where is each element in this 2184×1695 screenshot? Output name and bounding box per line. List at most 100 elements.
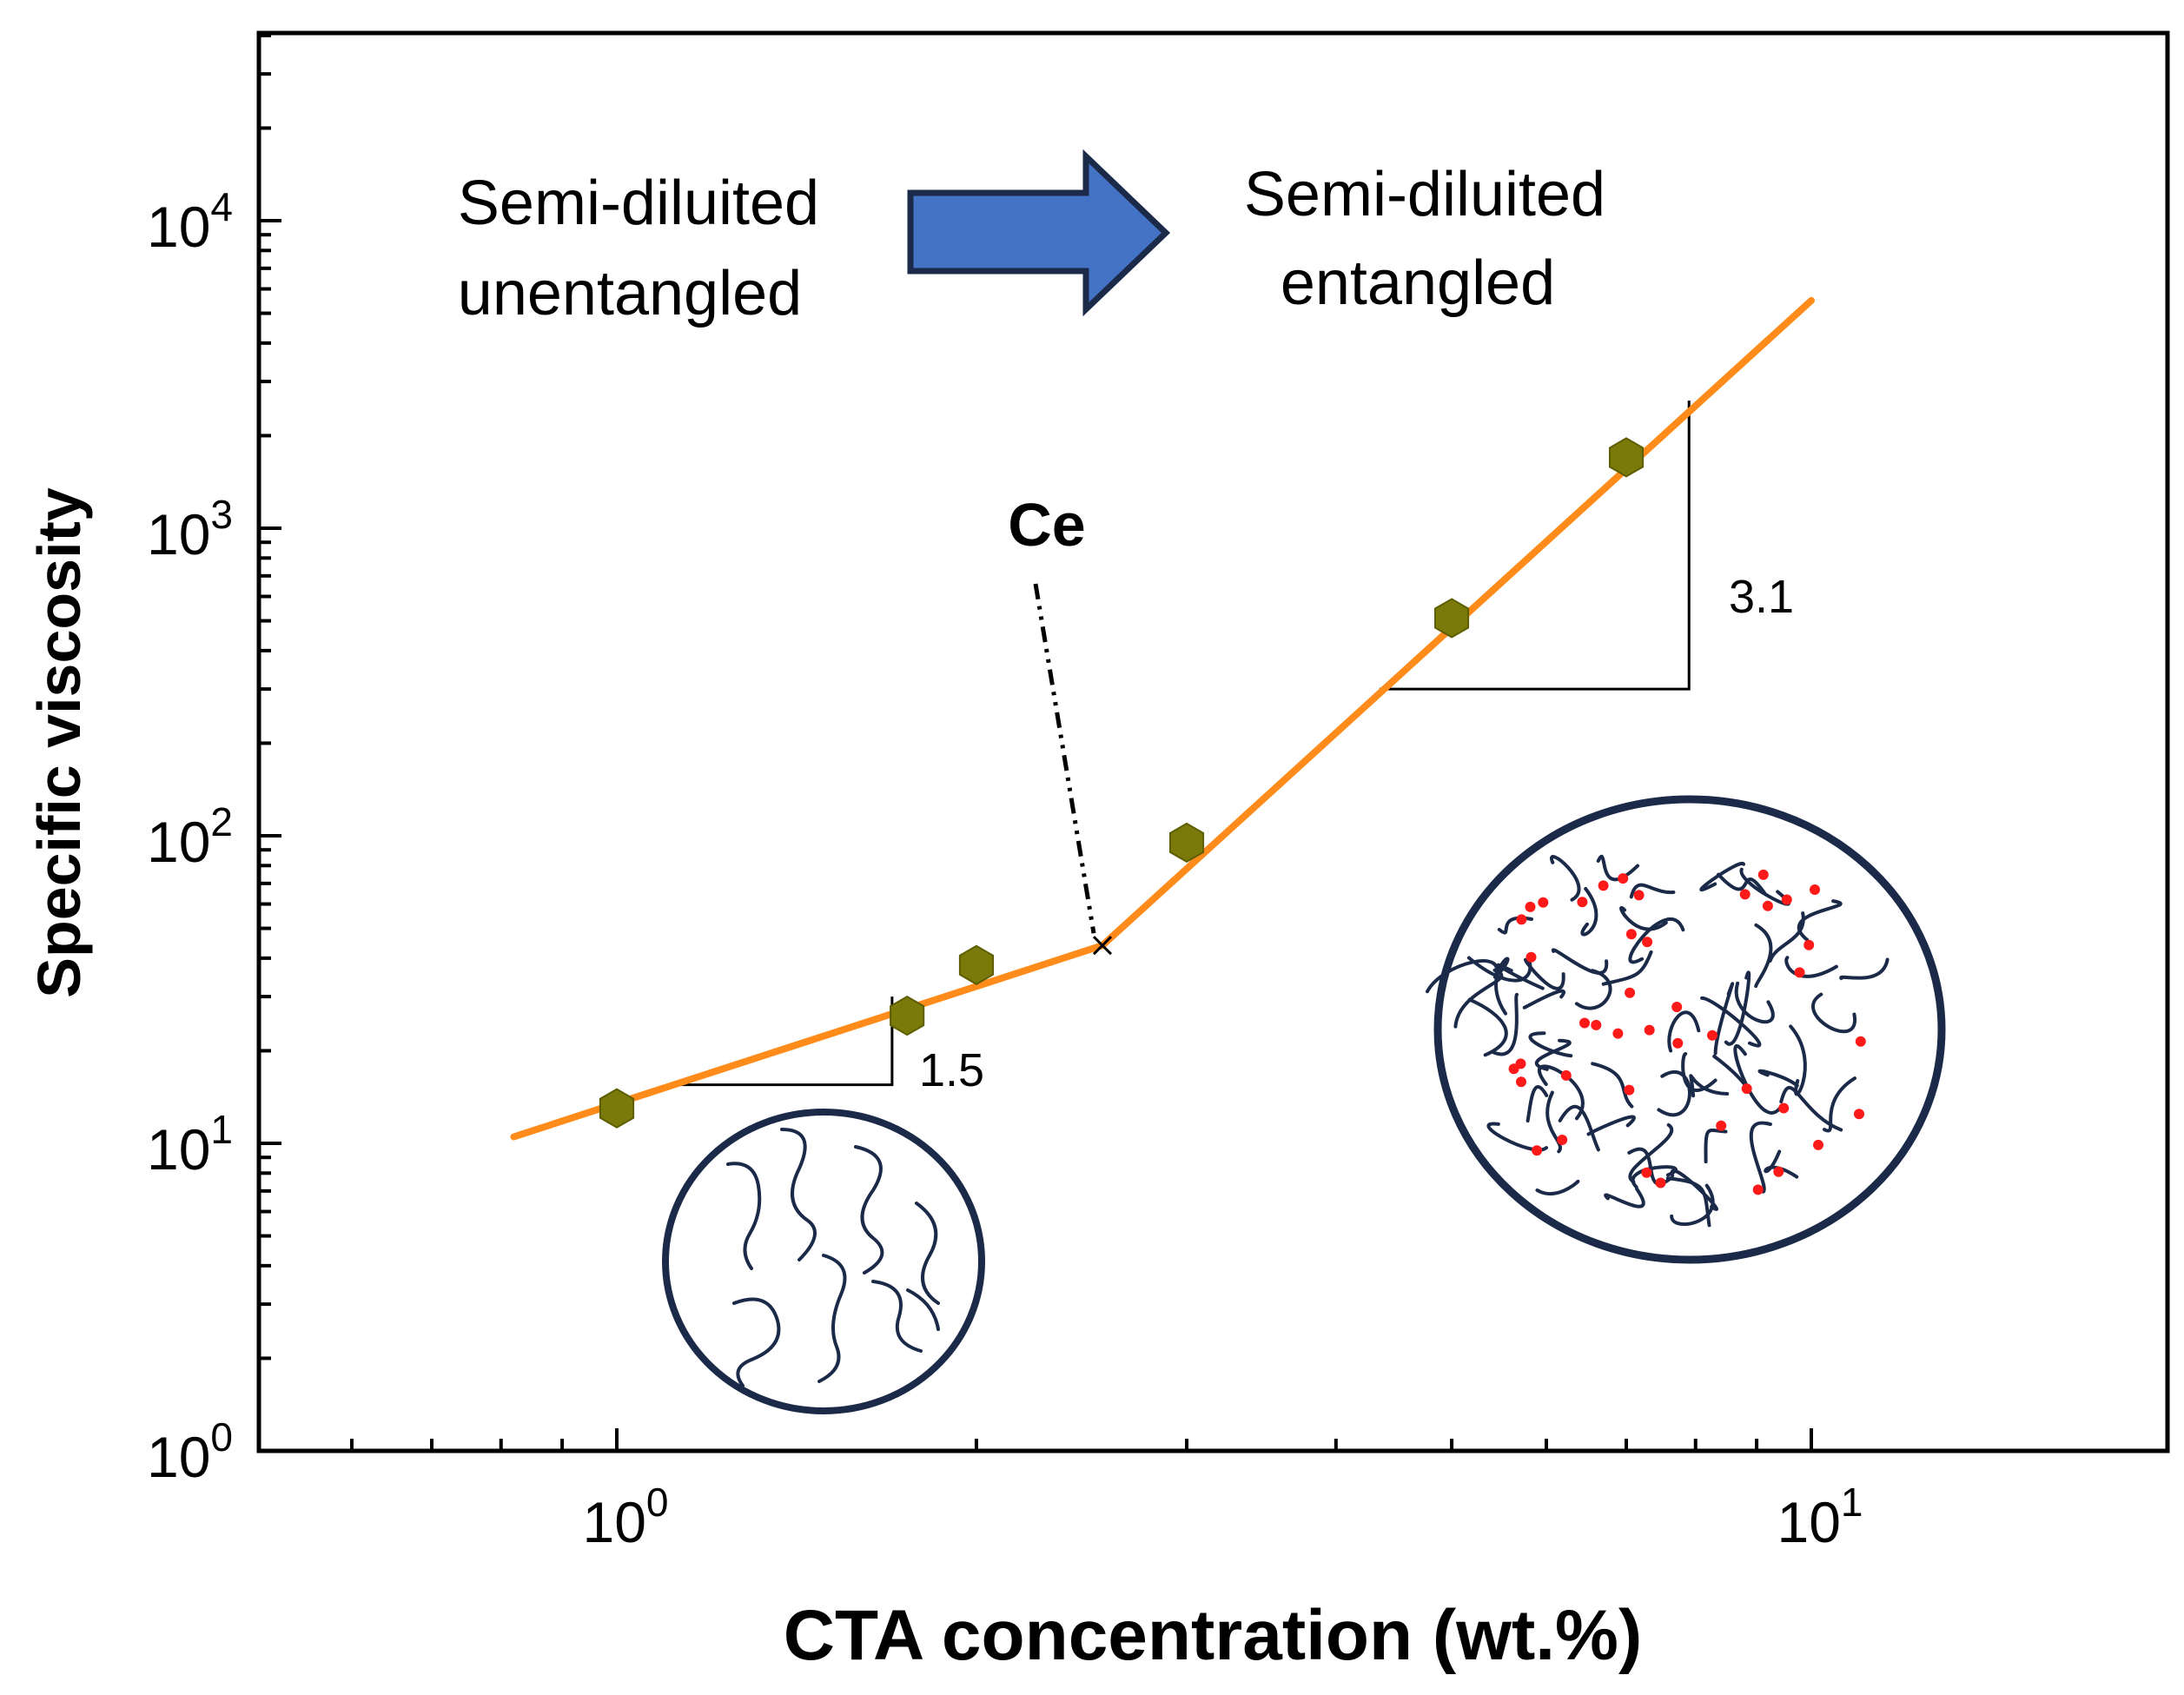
chain	[1601, 950, 1653, 986]
entangled-circle	[1433, 795, 1946, 1264]
x-tick-label: 101	[1777, 1480, 1863, 1554]
entanglement-point	[1516, 1076, 1526, 1088]
entanglement-point	[1642, 937, 1653, 948]
chain	[1528, 1031, 1573, 1058]
chain	[1552, 948, 1609, 975]
data-point	[890, 995, 925, 1036]
chain	[1524, 957, 1565, 990]
data-points	[599, 437, 1645, 1129]
entanglement-point	[1532, 1145, 1543, 1156]
entanglement-point	[1810, 884, 1820, 895]
chain	[817, 1254, 847, 1383]
chain	[1580, 887, 1598, 937]
entanglement-point	[1525, 901, 1536, 912]
chain	[1768, 911, 1805, 963]
entanglement-point	[1625, 987, 1636, 998]
entanglement-point	[1739, 889, 1751, 900]
chain	[1733, 1044, 1782, 1115]
chain	[1535, 1179, 1580, 1196]
entanglement-point	[1854, 1109, 1864, 1120]
chain	[906, 1288, 940, 1331]
chain	[1628, 1122, 1673, 1184]
unentangled-circle	[662, 1109, 985, 1414]
chain	[1749, 1121, 1772, 1194]
chain	[1549, 855, 1581, 902]
ce-leader-line	[1033, 583, 1096, 934]
entanglement-point	[1618, 873, 1629, 884]
chain	[1699, 861, 1745, 891]
chain	[780, 1128, 817, 1261]
chain	[1657, 1069, 1691, 1117]
chain	[1717, 872, 1766, 895]
entanglement-point	[1757, 869, 1769, 880]
data-point	[1609, 437, 1645, 478]
chain	[1779, 1086, 1843, 1132]
x-tick-label: 100	[582, 1480, 668, 1554]
axis-tick-labels: 100 101 102 103 104 100 101	[147, 184, 1863, 1554]
y-axis-title: Specific viscosity	[25, 487, 93, 998]
entanglement-point	[1855, 1036, 1866, 1047]
data-point	[958, 944, 994, 985]
chain	[1689, 1074, 1730, 1098]
chain	[1591, 1062, 1634, 1109]
entanglement-point	[1579, 1017, 1590, 1029]
data-point	[1434, 598, 1470, 639]
chain	[1764, 1149, 1799, 1179]
chain	[1700, 996, 1762, 1048]
chain	[1839, 957, 1889, 981]
chain	[1558, 1104, 1600, 1152]
entanglement-point	[1508, 1063, 1519, 1075]
chain	[871, 1280, 923, 1353]
chain	[1670, 1183, 1715, 1226]
entangled-chains	[1426, 854, 1889, 1228]
entanglement-point	[1671, 1002, 1683, 1012]
chain	[1667, 1010, 1701, 1053]
entanglement-point	[1538, 897, 1549, 908]
chain	[1491, 992, 1519, 1056]
ce-label: Ce	[1008, 491, 1085, 559]
entanglement-points	[1508, 869, 1866, 1195]
chain	[1574, 969, 1612, 1010]
entanglement-point	[1624, 1084, 1635, 1096]
entanglement-point	[1794, 967, 1805, 978]
axis-ticks	[259, 33, 1813, 1453]
y-tick-label: 101	[147, 1107, 233, 1182]
entanglement-point	[1525, 951, 1537, 963]
slope-label-3-1: 3.1	[1729, 571, 1794, 623]
chain	[1619, 906, 1668, 931]
entanglement-point	[1641, 1167, 1652, 1178]
chain	[1823, 1076, 1856, 1133]
entanglement-point	[1591, 1019, 1602, 1030]
entanglement-point	[1716, 1120, 1727, 1131]
chain	[1466, 956, 1532, 983]
entanglement-point	[1612, 1028, 1624, 1039]
entangled-schematic	[1426, 795, 1946, 1264]
chain	[1522, 989, 1565, 1010]
right-regime-line1: Semi-diluited	[1244, 160, 1605, 229]
entanglement-point	[1781, 894, 1792, 905]
y-tick-label: 102	[147, 799, 233, 874]
entanglement-point	[1813, 1139, 1823, 1150]
entanglement-point	[1707, 1030, 1717, 1041]
entanglement-point	[1672, 1037, 1684, 1049]
chain	[1629, 883, 1676, 899]
chain	[1724, 970, 1751, 1046]
ce-x-marker	[1092, 936, 1113, 956]
entanglement-point	[1778, 1102, 1790, 1114]
left-regime-line2: unentangled	[458, 259, 802, 328]
chain	[1538, 1064, 1585, 1121]
chain	[1734, 981, 1775, 1024]
data-point	[1169, 822, 1205, 864]
slope-label-1-5: 1.5	[919, 1044, 984, 1096]
y-tick-label: 104	[147, 184, 233, 259]
chain	[1713, 982, 1735, 1056]
x-axis-title: CTA concentration (wt.%)	[784, 1596, 1643, 1675]
chain	[1453, 968, 1504, 1029]
chain	[1467, 997, 1508, 1057]
entanglement-point	[1773, 1166, 1784, 1177]
plot-frame	[256, 30, 2170, 1453]
entanglement-point	[1625, 929, 1637, 940]
chain	[1628, 917, 1685, 964]
entanglement-point	[1752, 1184, 1764, 1195]
entanglement-point	[1803, 939, 1815, 950]
